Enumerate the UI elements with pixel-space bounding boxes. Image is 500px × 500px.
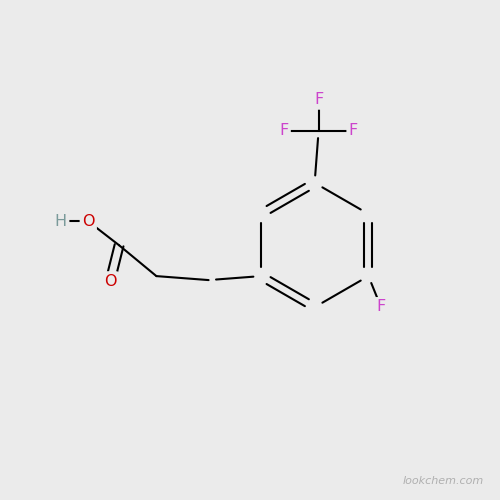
Text: O: O (82, 214, 94, 229)
Text: O: O (104, 274, 117, 288)
Text: H: H (55, 214, 67, 229)
Text: lookchem.com: lookchem.com (402, 476, 483, 486)
Text: F: F (349, 123, 358, 138)
Text: F: F (376, 300, 386, 314)
Text: F: F (279, 123, 288, 138)
Text: F: F (314, 92, 323, 108)
